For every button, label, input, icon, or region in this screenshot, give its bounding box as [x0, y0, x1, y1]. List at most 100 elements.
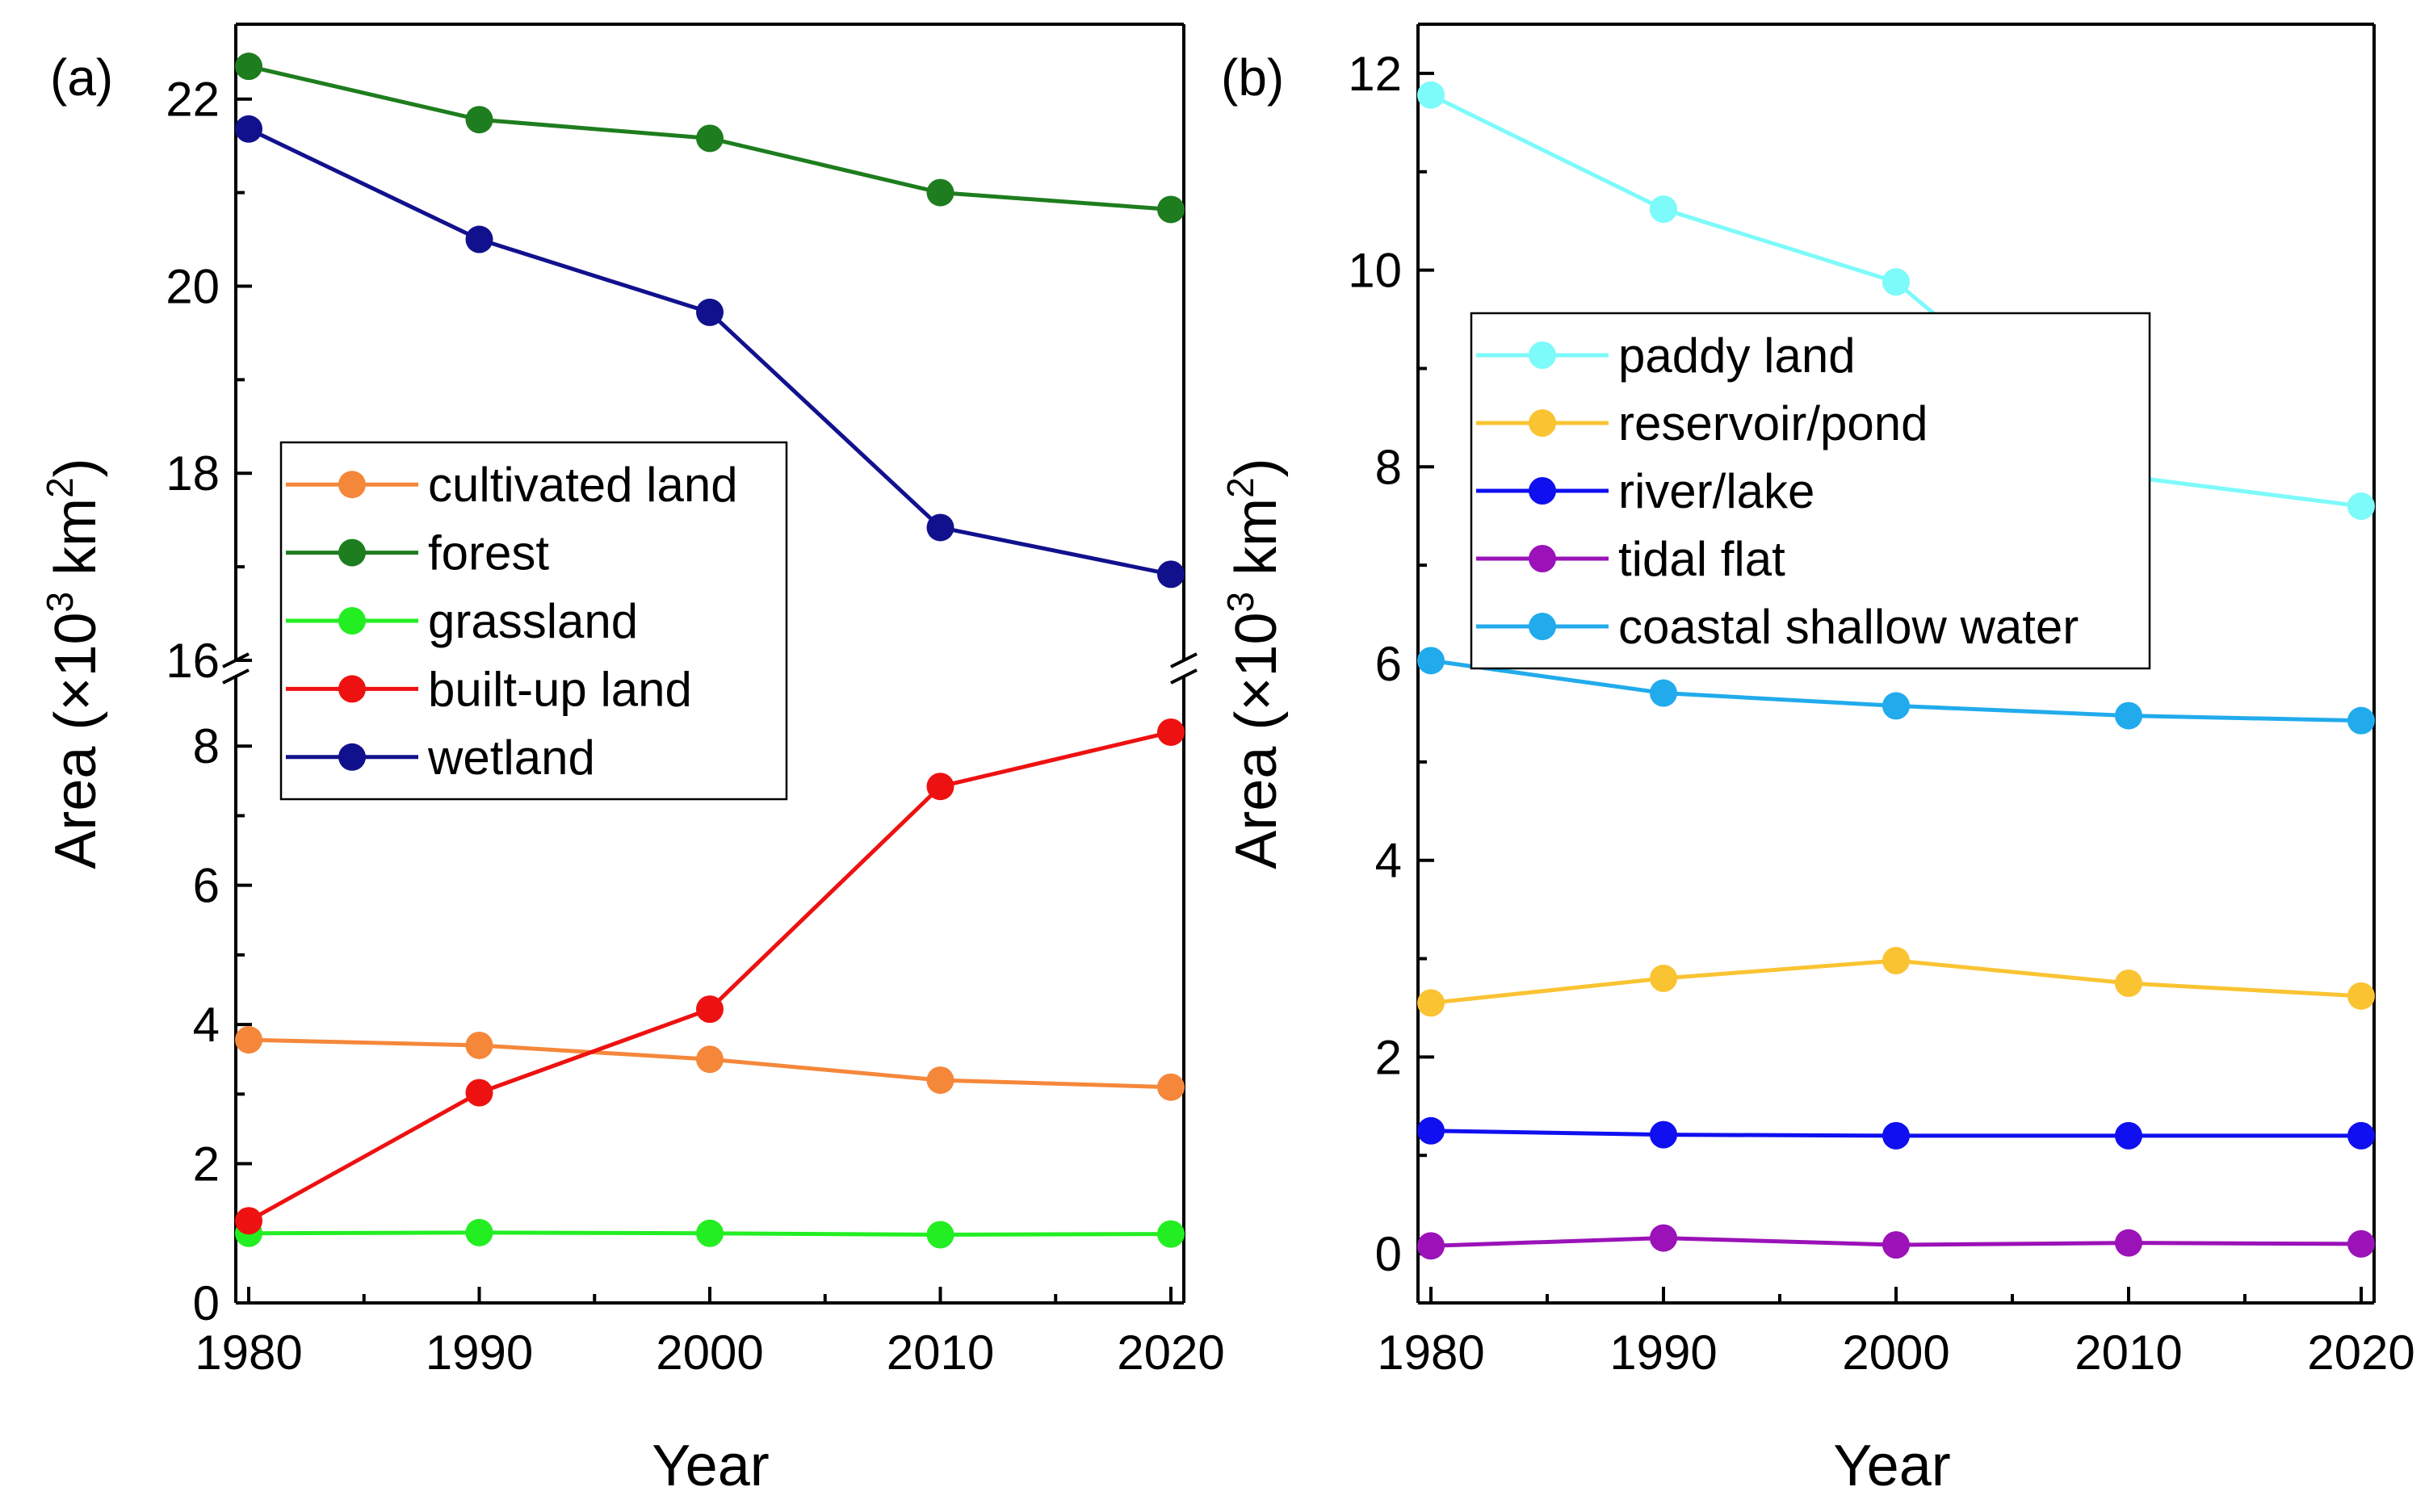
axis-break-mark-right-2 — [1170, 668, 1198, 685]
x-tick-label: 2000 — [656, 1326, 763, 1380]
data-point-built-up-land-1990 — [465, 1079, 493, 1107]
data-point-river-lake-1980 — [1417, 1116, 1445, 1145]
data-point-grassland-2000 — [696, 1219, 724, 1247]
y-axis-title-part: Area (×10 — [44, 612, 108, 869]
data-point-wetland-2000 — [696, 298, 724, 326]
data-point-tidal-flat-2010 — [2115, 1229, 2142, 1257]
data-point-forest-2020 — [1157, 195, 1185, 224]
data-point-forest-1990 — [465, 106, 493, 134]
legend-marker-reservoir-pond — [1529, 409, 1556, 437]
y-tick-label: 10 — [1348, 244, 1402, 298]
data-point-reservoir-pond-1990 — [1650, 964, 1677, 992]
y-axis-title-superscript: 3 — [39, 592, 81, 613]
data-point-built-up-land-2010 — [926, 773, 954, 801]
x-tick-label: 1990 — [1609, 1326, 1717, 1380]
y-tick-label: 8 — [1375, 440, 1402, 494]
data-point-reservoir-pond-1980 — [1417, 989, 1445, 1017]
data-point-paddy-land-2020 — [2347, 492, 2375, 521]
legend-label-paddy-land: paddy land — [1618, 329, 1856, 383]
y-axis-title-superscript: 3 — [1219, 592, 1261, 613]
legend-label-forest: forest — [428, 526, 549, 580]
x-tick-label: 2020 — [1117, 1326, 1224, 1380]
y-tick-label: 6 — [193, 859, 220, 913]
x-axis-title: Year — [1833, 1434, 1950, 1498]
data-point-paddy-land-1990 — [1650, 195, 1677, 224]
legend-label-reservoir-pond: reservoir/pond — [1618, 396, 1928, 450]
y-tick-label: 0 — [193, 1276, 220, 1330]
data-point-reservoir-pond-2000 — [1882, 946, 1910, 974]
data-point-cultivated-land-2010 — [926, 1066, 954, 1095]
legend: cultivated land forest grassland built-up l… — [279, 441, 788, 801]
data-point-built-up-land-1980 — [235, 1207, 262, 1235]
y-tick-label: 2 — [193, 1137, 220, 1192]
data-point-wetland-1980 — [235, 115, 262, 143]
axis-break-mark-right-1 — [1170, 652, 1198, 668]
x-axis-title: Year — [652, 1434, 769, 1498]
y-tick-label: 16 — [166, 634, 220, 688]
y-tick-label: 6 — [1375, 637, 1402, 691]
axis-break-mark-left-2 — [222, 668, 250, 685]
data-point-grassland-1990 — [465, 1218, 493, 1246]
legend-label-cultivated-land: cultivated land — [428, 458, 738, 512]
y-tick-label: 20 — [166, 259, 220, 313]
x-tick-label: 2010 — [2075, 1326, 2182, 1380]
x-tick-label: 1980 — [1377, 1326, 1484, 1380]
data-point-cultivated-land-2000 — [696, 1045, 724, 1074]
legend-marker-paddy-land — [1529, 341, 1556, 369]
data-point-cultivated-land-1990 — [465, 1031, 493, 1059]
data-point-forest-1980 — [235, 52, 262, 81]
data-point-coastal-shallow-water-2010 — [2115, 702, 2142, 730]
legend-marker-forest — [338, 538, 366, 567]
y-tick-label: 18 — [166, 446, 220, 501]
data-point-tidal-flat-1980 — [1417, 1232, 1445, 1260]
legend-marker-cultivated-land — [338, 471, 366, 499]
legend: paddy land reservoir/pond river/lake tidal … — [1470, 312, 2151, 670]
y-axis-title: Area (×103 km2) — [1219, 458, 1289, 869]
data-point-forest-2010 — [926, 178, 954, 207]
y-tick-label: 4 — [193, 998, 220, 1052]
legend-label-grassland: grassland — [428, 594, 638, 648]
panel-a: 0 2 4 6 8 16 18 20 22 1980 1990 2000 2010 2020 cultiva… — [39, 23, 1225, 1498]
data-point-built-up-land-2000 — [696, 995, 724, 1024]
data-point-wetland-2020 — [1157, 560, 1185, 588]
legend-label-built-up-land: built-up land — [428, 662, 692, 716]
panel-label: (a) — [50, 48, 113, 107]
data-point-tidal-flat-1990 — [1650, 1224, 1677, 1252]
data-point-tidal-flat-2020 — [2347, 1229, 2375, 1258]
data-point-paddy-land-1980 — [1417, 81, 1445, 109]
y-axis-title-part: ) — [44, 458, 108, 477]
legend-marker-tidal-flat — [1529, 545, 1556, 572]
data-point-wetland-2010 — [926, 513, 954, 542]
panel-label: (b) — [1221, 48, 1284, 107]
data-point-forest-2000 — [696, 124, 724, 153]
data-point-reservoir-pond-2010 — [2115, 970, 2142, 997]
y-tick-label: 2 — [1375, 1030, 1402, 1084]
data-point-river-lake-2020 — [2347, 1121, 2375, 1150]
y-axis-title-part: km — [1224, 498, 1289, 592]
y-axis-title-part: Area (×10 — [1224, 612, 1289, 869]
data-point-cultivated-land-2020 — [1157, 1073, 1185, 1101]
y-axis-title-part: ) — [1224, 458, 1289, 477]
data-point-coastal-shallow-water-1980 — [1417, 647, 1445, 675]
y-axis-title-superscript: 2 — [39, 477, 81, 498]
series-line-built-up-land — [247, 730, 1172, 1223]
data-point-grassland-2010 — [926, 1221, 954, 1249]
data-point-river-lake-2010 — [2115, 1121, 2142, 1150]
data-point-wetland-1990 — [465, 225, 493, 253]
y-tick-label: 0 — [1375, 1227, 1402, 1281]
data-point-coastal-shallow-water-1990 — [1650, 679, 1677, 707]
data-point-reservoir-pond-2020 — [2347, 982, 2375, 1010]
y-axis-title-superscript: 2 — [1219, 477, 1261, 498]
legend-marker-river-lake — [1529, 477, 1556, 505]
y-tick-label: 12 — [1348, 47, 1402, 101]
x-tick-label: 2000 — [1842, 1326, 1949, 1380]
data-point-tidal-flat-2000 — [1882, 1231, 1910, 1259]
y-tick-label: 22 — [166, 73, 220, 127]
data-point-paddy-land-2000 — [1882, 268, 1910, 296]
y-tick-label: 4 — [1375, 834, 1402, 888]
data-point-coastal-shallow-water-2000 — [1882, 692, 1910, 720]
data-point-built-up-land-2020 — [1157, 718, 1185, 746]
legend-label-coastal-shallow-water: coastal shallow water — [1618, 600, 2079, 654]
legend-marker-wetland — [338, 743, 366, 771]
